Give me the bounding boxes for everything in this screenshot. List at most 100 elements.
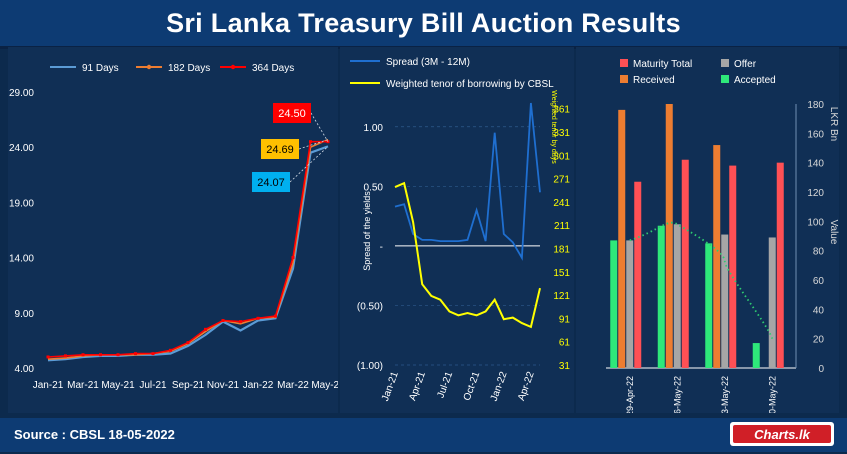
y-axis-title-left: Spread of the yields [362, 191, 372, 271]
legend-swatch [620, 75, 628, 83]
bar-received [665, 104, 673, 368]
legend-label: Accepted [734, 75, 776, 86]
y-tick-label: 140 [807, 159, 824, 170]
series-marker [134, 352, 137, 356]
auction-chart: 180 160 140 120 100 80 60 40 20 0 LKR Bn Value Matur… [606, 59, 839, 419]
legend-label: Weighted tenor of borrowing by CBSL [386, 79, 554, 90]
callout-box [273, 103, 311, 123]
series-marker [221, 319, 225, 323]
bar-received [713, 145, 721, 368]
series-marker [99, 353, 102, 357]
x-tick-label: Jan-22 [243, 380, 274, 391]
bar-offer [673, 224, 681, 368]
series-marker [46, 355, 50, 359]
y-tick-label: 24.00 [9, 143, 34, 154]
panel-spread: 1.00 0.50 - (0.50) (1.00) 361 331 301 271 241 211 1… [340, 47, 574, 413]
x-tick-label: May-21 [101, 380, 135, 391]
y-tick-label-right: 331 [553, 128, 570, 139]
bar-maturity-total [681, 159, 689, 368]
y-tick-label: 180 [807, 100, 824, 111]
y-tick-label-right: 271 [553, 175, 570, 186]
series-marker [151, 352, 155, 356]
callout-label: 24.50 [278, 108, 306, 120]
bar-accepted [705, 243, 713, 368]
series-marker [291, 256, 295, 260]
value-trend-line [629, 221, 774, 339]
x-tick-label: Jul-21 [436, 370, 456, 400]
y-tick-label-right: 301 [553, 151, 570, 162]
y-tick-label-right: 91 [559, 314, 571, 325]
legend-swatch [721, 59, 729, 67]
yield-chart: 29.00 24.00 19.00 14.00 9.00 4.00 Jan-21 Mar-21… [9, 63, 345, 391]
legend-label: 364 Days [252, 63, 294, 74]
legend-label: Maturity Total [633, 59, 692, 70]
x-tick-label: Mar-21 [67, 380, 99, 391]
y-tick-label: 4.00 [15, 364, 35, 375]
y-tick-label: 29.00 [9, 88, 34, 99]
bar-accepted [610, 240, 618, 368]
y-tick-label-left: (0.50) [357, 301, 383, 312]
y-tick-label: 100 [807, 217, 824, 228]
y-tick-label: 80 [813, 247, 825, 258]
y-tick-label-right: 241 [553, 198, 570, 209]
legend-label: Spread (3M - 12M) [386, 57, 470, 68]
legend-label: Offer [734, 59, 757, 70]
series-marker [204, 327, 207, 331]
x-tick-label: Jan-21 [380, 370, 401, 403]
series-marker [116, 353, 120, 357]
x-tick-label: 06-May-22 [672, 376, 682, 413]
series-marker [169, 348, 172, 352]
bar-accepted [657, 225, 665, 368]
svg-text:Charts.lk: Charts.lk [754, 427, 810, 442]
bar-offer [721, 234, 729, 368]
callout-label: 24.07 [257, 177, 285, 189]
legend-label: 91 Days [82, 63, 119, 74]
legend-swatch [620, 59, 628, 67]
series-marker [81, 353, 85, 357]
legend-swatch [721, 75, 729, 83]
panel-yields: 29.00 24.00 19.00 14.00 9.00 4.00 Jan-21 Mar-21… [8, 47, 345, 413]
tenor-line [394, 181, 541, 329]
y-tick-label-right: 151 [553, 268, 570, 279]
y-tick-label-left: - [380, 242, 383, 253]
y-tick-label: 20 [813, 335, 825, 346]
y-axis-title-2: Value [828, 220, 839, 245]
series-marker [64, 354, 67, 358]
source-note: Source : CBSL 18-05-2022 [14, 427, 175, 442]
bar-received [618, 109, 626, 368]
x-tick-label: Nov-21 [207, 380, 240, 391]
bar-maturity-total [776, 162, 784, 368]
y-tick-label-right: 31 [559, 361, 571, 372]
spread-line [394, 102, 541, 261]
y-tick-label: 40 [813, 305, 825, 316]
y-tick-label-right: 121 [553, 291, 570, 302]
legend-label: 182 Days [168, 63, 210, 74]
bar-maturity-total [729, 165, 737, 368]
page-title: Sri Lanka Treasury Bill Auction Results [166, 7, 681, 38]
x-tick-label: Jan-22 [489, 370, 510, 403]
x-tick-label: Oct-21 [462, 370, 483, 402]
x-tick-label: May-22 [311, 380, 338, 391]
y-tick-label-right: 361 [553, 105, 570, 116]
y-tick-label: 60 [813, 276, 825, 287]
bar-maturity-total [634, 181, 642, 368]
y-tick-label: 0 [818, 364, 824, 375]
y-tick-label: 9.00 [15, 309, 35, 320]
bar-offer [768, 237, 776, 368]
y-tick-label-right: 211 [554, 221, 570, 232]
callout-leader [298, 139, 329, 150]
spread-chart: 1.00 0.50 - (0.50) (1.00) 361 331 301 271 241 211 1… [350, 57, 571, 403]
callout-leader [310, 112, 329, 142]
panel-auction: 180 160 140 120 100 80 60 40 20 0 LKR Bn Value Matur… [576, 47, 839, 419]
x-tick-label: 13-May-22 [720, 376, 730, 413]
y-tick-label: 14.00 [9, 254, 34, 265]
series-marker [239, 320, 242, 324]
series-marker [186, 341, 190, 345]
x-tick-label: Apr-21 [407, 370, 428, 402]
y-axis-title: LKR Bn [828, 107, 839, 141]
y-tick-label-left: 0.50 [364, 182, 384, 193]
callout-box [261, 139, 299, 159]
y-tick-label: 19.00 [9, 198, 34, 209]
bar-offer [626, 240, 634, 368]
x-tick-label: Sep-21 [172, 380, 205, 391]
